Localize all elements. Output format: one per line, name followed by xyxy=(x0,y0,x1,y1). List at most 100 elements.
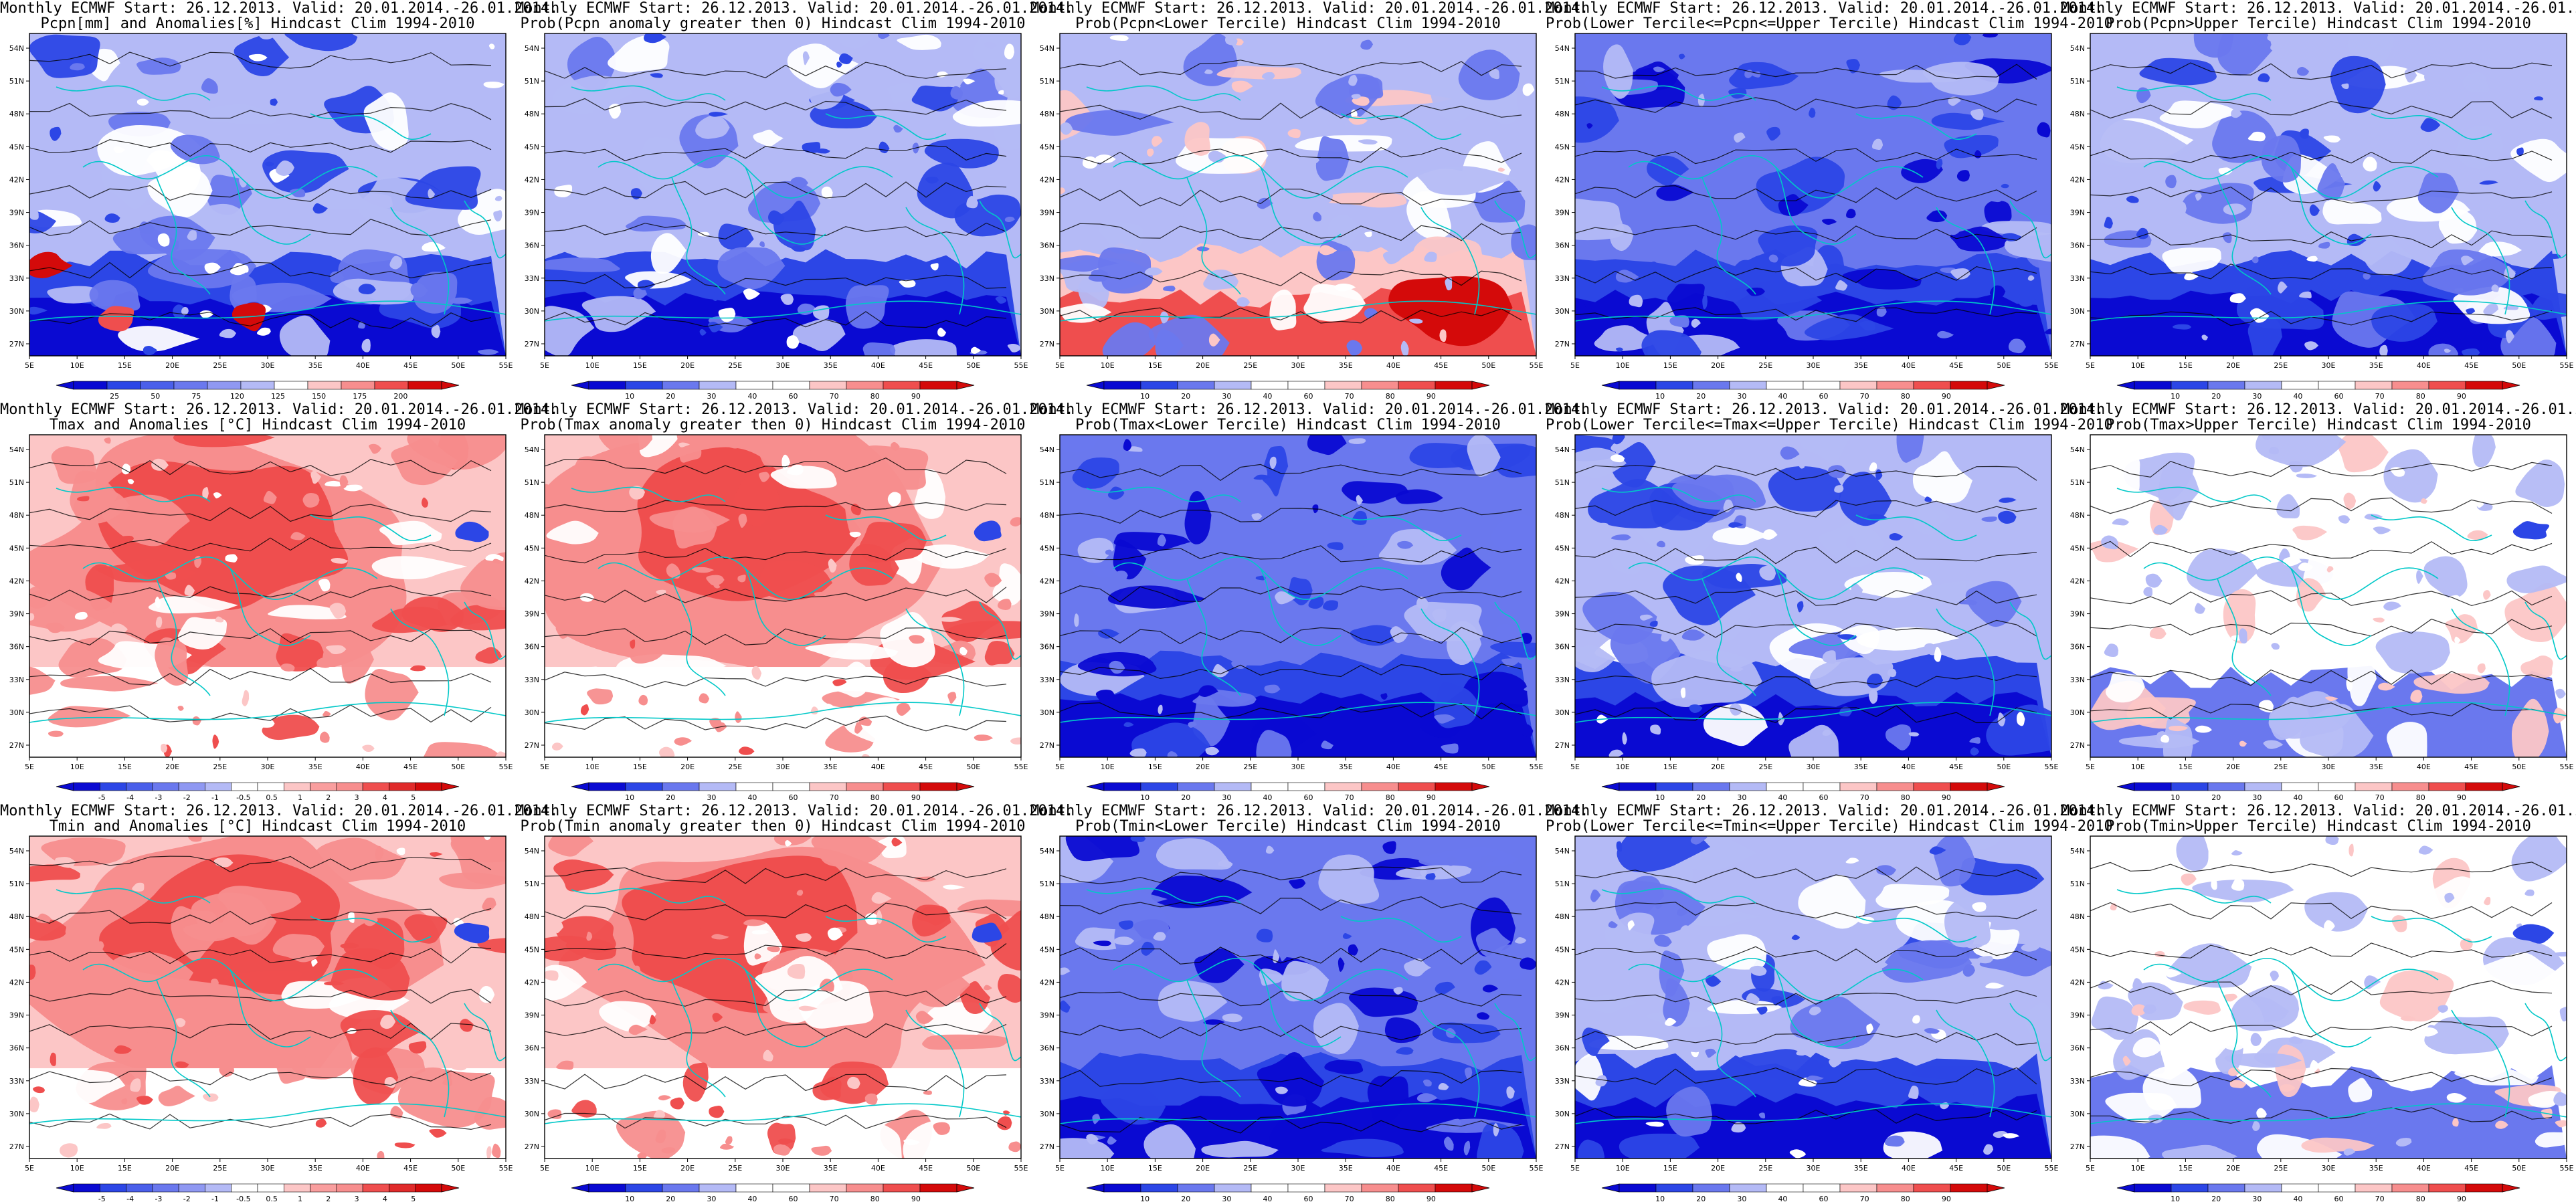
map-plot: 5E 10E 15E 20E 25E 30E 35E 40E 45E 50E 55E 54N 51N 48… xyxy=(525,835,1028,1203)
colorbar: 10 20 30 40 60 70 80 90 xyxy=(1086,1183,1490,1203)
lon-tick-label: 25E xyxy=(213,763,227,771)
lon-tick-label: 10E xyxy=(70,361,84,370)
lat-tick-label: 27N xyxy=(1040,741,1054,750)
colorbar-arrow-right xyxy=(2502,782,2520,791)
colorbar-swatch xyxy=(2281,1183,2319,1193)
lon-tick-label: 50E xyxy=(451,763,465,771)
colorbar: 10 20 30 40 60 70 80 90 xyxy=(571,381,975,401)
lat-tick-label: 54N xyxy=(1555,445,1570,454)
lon-tick-label: 10E xyxy=(585,1164,600,1173)
colorbar-swatch xyxy=(2281,782,2319,791)
lon-tick-label: 15E xyxy=(1148,763,1162,771)
colorbar-label: 30 xyxy=(1222,1195,1231,1203)
colorbar-swatch xyxy=(99,1183,126,1193)
lon-tick-label: 45E xyxy=(919,763,933,771)
colorbar-swatch xyxy=(336,1183,363,1193)
colorbar-label: 40 xyxy=(1263,1195,1272,1203)
panel-title-header: Monthly ECMWF Start: 26.12.2013. Valid: … xyxy=(2061,0,2576,17)
lat-tick-label: 45N xyxy=(1555,544,1570,553)
lat-tick-label: 33N xyxy=(525,1077,539,1086)
colorbar-swatch xyxy=(588,1183,626,1193)
colorbar-swatch xyxy=(106,381,141,390)
colorbar-arrow-right xyxy=(1987,1183,2005,1193)
lon-tick-label: 35E xyxy=(824,763,838,771)
lon-tick-label: 25E xyxy=(213,361,227,370)
lat-tick-label: 45N xyxy=(1040,544,1054,553)
lon-tick-label: 20E xyxy=(165,361,179,370)
colorbar-label: 60 xyxy=(789,1195,798,1203)
panel-title-header: Monthly ECMWF Start: 26.12.2013. Valid: … xyxy=(515,0,1074,17)
colorbar-label: 70 xyxy=(830,392,839,401)
lon-tick-label: 50E xyxy=(1481,763,1495,771)
map-panel: Monthly ECMWF Start: 26.12.2013. Valid: … xyxy=(1546,401,2113,803)
colorbar-swatch xyxy=(1251,381,1289,390)
colorbar-swatch xyxy=(1140,381,1178,390)
map-panel: Monthly ECMWF Start: 26.12.2013. Valid: … xyxy=(1030,401,1588,803)
lon-tick-label: 35E xyxy=(1854,1164,1868,1173)
colorbar-label: 70 xyxy=(1345,793,1354,802)
lat-tick-label: 51N xyxy=(1040,77,1054,86)
lon-tick-label: 35E xyxy=(824,1164,838,1173)
colorbar-swatch xyxy=(2207,1183,2245,1193)
colorbar-label: 0.5 xyxy=(266,1195,278,1203)
colorbar-label: 40 xyxy=(747,793,757,802)
map-plot: 5E 10E 15E 20E 25E 30E 35E 40E 45E 50E 55E 54N 51N 48… xyxy=(9,33,513,401)
lat-tick-label: 33N xyxy=(1555,676,1570,684)
lon-tick-label: 50E xyxy=(1481,361,1495,370)
colorbar-swatch xyxy=(1729,782,1767,791)
lat-tick-label: 45N xyxy=(1040,945,1054,954)
colorbar-label: 5 xyxy=(411,1195,416,1203)
lon-tick-label: 5E xyxy=(1570,361,1580,370)
colorbar-swatch xyxy=(415,782,442,791)
colorbar-label: 40 xyxy=(1263,392,1272,401)
colorbar-swatch xyxy=(1324,782,1362,791)
lon-tick-label: 15E xyxy=(118,763,132,771)
colorbar-swatch xyxy=(772,1183,810,1193)
lon-tick-label: 10E xyxy=(1616,1164,1630,1173)
colorbar-arrow-right xyxy=(1471,1183,1490,1193)
colorbar-swatch xyxy=(662,381,700,390)
lon-tick-label: 30E xyxy=(2322,361,2336,370)
colorbar-swatch xyxy=(140,381,175,390)
colorbar-swatch xyxy=(1324,1183,1362,1193)
colorbar-swatch xyxy=(1361,1183,1399,1193)
lon-tick-label: 5E xyxy=(1570,763,1580,771)
colorbar-swatch xyxy=(240,381,275,390)
colorbar-label: 60 xyxy=(1304,1195,1313,1203)
lat-tick-label: 51N xyxy=(1555,880,1570,888)
colorbar-swatch xyxy=(1766,782,1804,791)
colorbar-swatch xyxy=(1876,782,1914,791)
colorbar-arrow-left xyxy=(56,1183,74,1193)
colorbar-label: 80 xyxy=(2416,392,2425,401)
lat-tick-label: 27N xyxy=(2070,741,2085,750)
lon-tick-label: 50E xyxy=(451,361,465,370)
colorbar-swatch xyxy=(1729,381,1767,390)
lat-tick-label: 36N xyxy=(1555,643,1570,651)
lon-tick-label: 45E xyxy=(919,1164,933,1173)
colorbar-label: 20 xyxy=(1696,1195,1706,1203)
lat-tick-label: 27N xyxy=(1555,340,1570,348)
lon-tick-label: 10E xyxy=(1101,1164,1115,1173)
colorbar-swatch xyxy=(1876,1183,1914,1193)
lat-tick-label: 39N xyxy=(525,1011,539,1020)
lat-tick-label: 48N xyxy=(2070,110,2085,118)
lon-tick-label: 55E xyxy=(499,763,513,771)
lon-tick-label: 50E xyxy=(451,1164,465,1173)
lat-tick-label: 54N xyxy=(1555,847,1570,856)
colorbar-swatch xyxy=(1692,1183,1730,1193)
colorbar-label: 60 xyxy=(1819,1195,1829,1203)
colorbar-swatch xyxy=(2134,381,2172,390)
lat-tick-label: 42N xyxy=(525,175,539,184)
lon-tick-label: 20E xyxy=(1711,1164,1725,1173)
colorbar: 10 20 30 40 60 70 80 90 xyxy=(2116,782,2520,802)
colorbar-label: 70 xyxy=(1345,1195,1354,1203)
colorbar-swatch xyxy=(2244,782,2282,791)
colorbar-swatch xyxy=(1177,1183,1215,1193)
colorbar-arrow-left xyxy=(571,1183,589,1193)
colorbar-arrow-right xyxy=(2502,381,2520,390)
lat-tick-label: 30N xyxy=(9,1110,24,1118)
colorbar-swatch xyxy=(1287,782,1325,791)
lon-tick-label: 20E xyxy=(1196,763,1210,771)
colorbar-label: 60 xyxy=(1819,392,1829,401)
colorbar-swatch xyxy=(1177,381,1215,390)
